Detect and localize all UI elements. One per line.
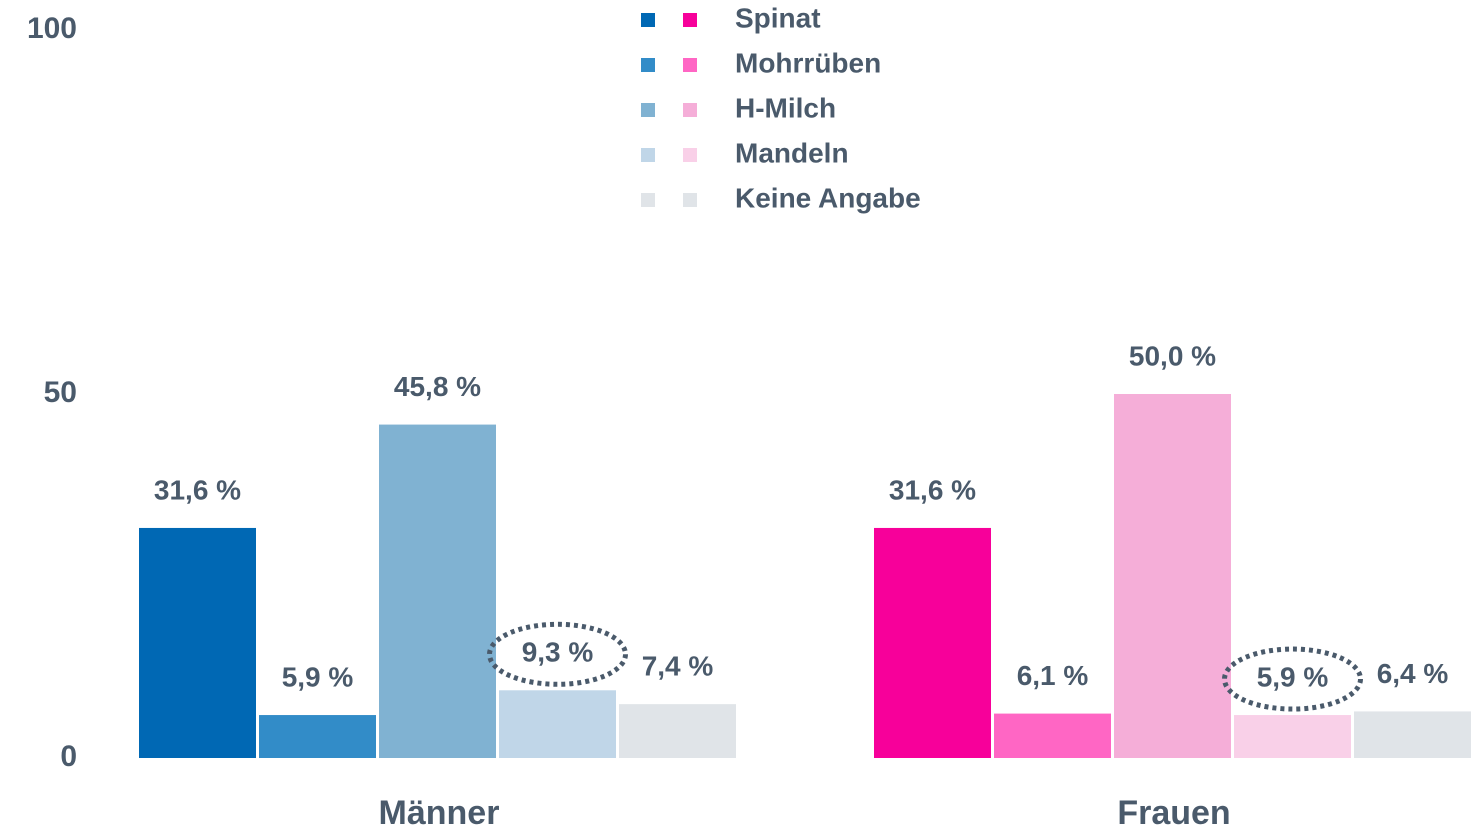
bar xyxy=(139,527,256,758)
value-label: 5,9 % xyxy=(1257,661,1329,692)
y-tick-label: 100 xyxy=(27,12,77,45)
legend-swatch xyxy=(641,13,655,27)
y-tick-label: 50 xyxy=(44,376,77,409)
legend-label: Mohrrüben xyxy=(735,47,881,78)
value-label: 5,9 % xyxy=(282,661,354,692)
x-tick-label: Frauen xyxy=(1117,794,1230,832)
legend-swatch xyxy=(641,58,655,72)
bar xyxy=(1234,715,1351,758)
bar xyxy=(499,690,616,758)
value-label: 6,4 % xyxy=(1377,658,1449,689)
y-tick-label: 0 xyxy=(60,740,77,773)
bar xyxy=(874,527,991,758)
legend-swatch xyxy=(683,148,697,162)
value-label: 50,0 % xyxy=(1129,340,1216,371)
value-label: 31,6 % xyxy=(154,474,241,505)
legend-swatch xyxy=(641,103,655,117)
legend-label: Spinat xyxy=(735,2,821,33)
legend-swatch xyxy=(641,148,655,162)
highlight-ring xyxy=(487,621,628,687)
bar xyxy=(619,704,736,758)
legend-swatch xyxy=(683,193,697,207)
bar xyxy=(379,424,496,758)
legend-swatch xyxy=(683,103,697,117)
value-label: 9,3 % xyxy=(522,637,594,668)
legend-swatch xyxy=(683,58,697,72)
value-label: 7,4 % xyxy=(642,651,714,682)
value-label: 6,1 % xyxy=(1017,660,1089,691)
legend-label: Keine Angabe xyxy=(735,182,921,213)
value-label: 45,8 % xyxy=(394,371,481,402)
x-tick-label: Männer xyxy=(379,794,500,832)
legend-swatch xyxy=(683,13,697,27)
bar xyxy=(259,715,376,758)
bar xyxy=(1114,394,1231,758)
value-label: 31,6 % xyxy=(889,474,976,505)
legend-swatch xyxy=(641,193,655,207)
bar xyxy=(994,713,1111,758)
highlight-ring xyxy=(1222,646,1363,712)
legend-label: H-Milch xyxy=(735,92,836,123)
legend-label: Mandeln xyxy=(735,137,849,168)
bar xyxy=(1354,711,1471,758)
